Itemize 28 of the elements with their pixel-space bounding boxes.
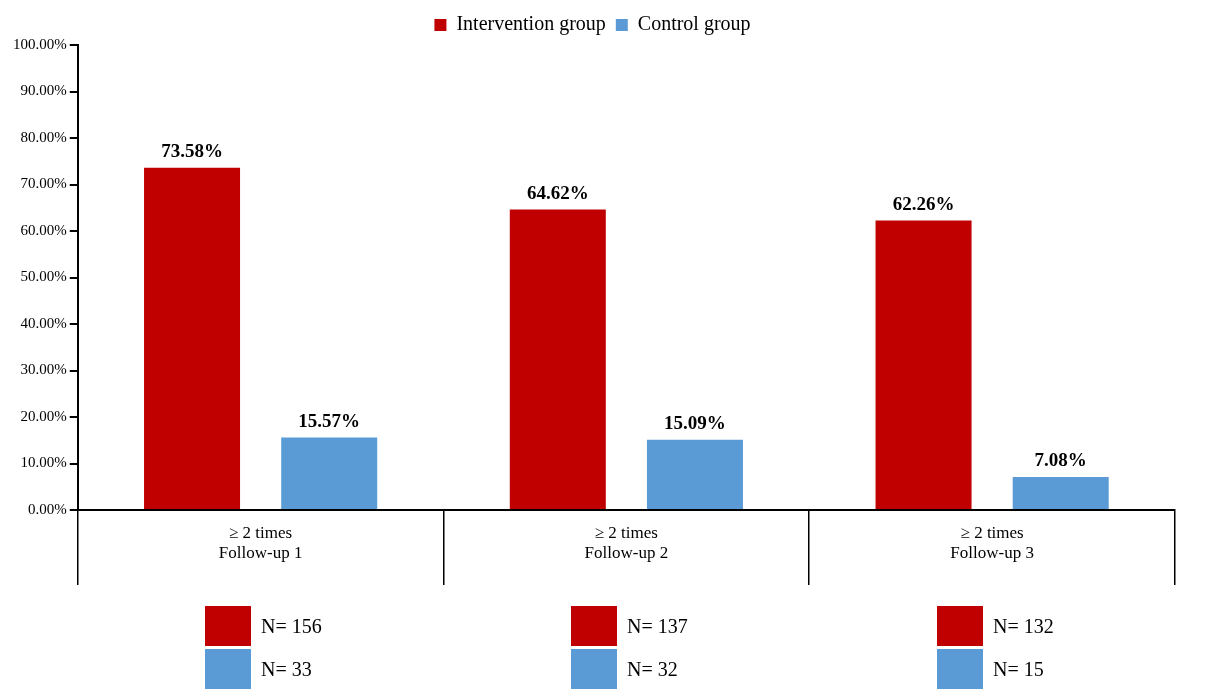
data-label: 73.58% <box>161 140 223 162</box>
data-label: 64.62% <box>526 181 589 203</box>
y-tick-label: 100.00% <box>13 35 67 52</box>
y-tick-label: 70.00% <box>20 175 67 192</box>
y-tick-label: 80.00% <box>20 128 67 145</box>
text: N= 15 <box>993 657 1044 681</box>
legend-label: Control group <box>637 12 751 36</box>
data-label: 62.26% <box>892 192 955 214</box>
text: N= 137 <box>627 614 688 638</box>
y-tick-label: 60.00% <box>20 221 67 238</box>
text: N= 32 <box>627 657 678 681</box>
x-tick-label: ≥ 2 times Follow-up 2 <box>584 522 669 563</box>
text: N= 156 <box>261 614 322 638</box>
y-tick-label: 40.00% <box>20 314 67 331</box>
y-tick-label: 30.00% <box>20 361 67 378</box>
y-tick-label: 90.00% <box>20 82 67 99</box>
text: N= 132 <box>993 614 1054 638</box>
y-tick-label: 50.00% <box>20 268 67 285</box>
data-label: 15.57% <box>298 410 361 432</box>
legend-label: Intervention group <box>456 12 606 36</box>
y-tick-label: 10.00% <box>20 454 67 471</box>
text: N= 33 <box>261 657 312 681</box>
data-label: 15.09% <box>664 412 726 434</box>
y-tick-label: 20.00% <box>20 407 67 424</box>
x-tick-label: ≥ 2 times Follow-up 1 <box>218 522 303 563</box>
y-tick-label: 0.00% <box>28 500 67 517</box>
x-tick-label: ≥ 2 times Follow-up 3 <box>950 522 1034 563</box>
data-label: 7.08% <box>1034 449 1087 471</box>
